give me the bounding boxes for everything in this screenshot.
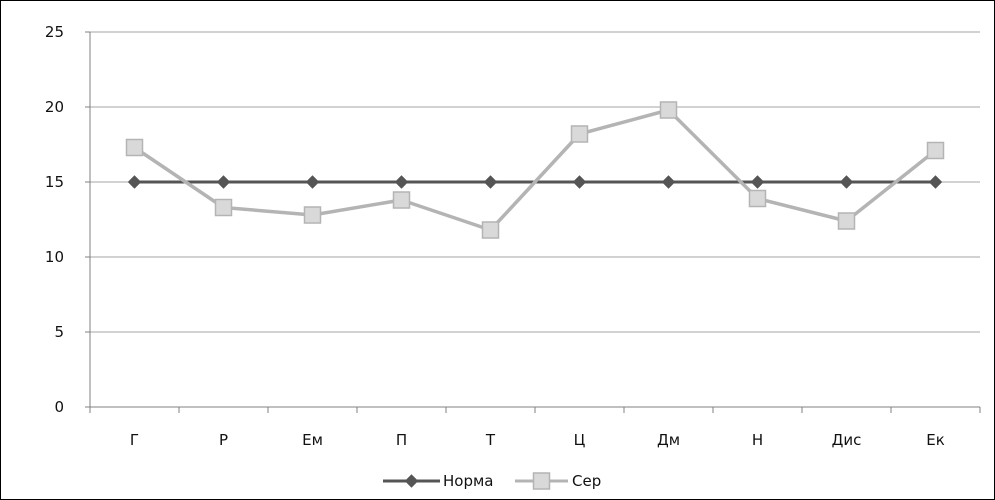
x-tick-label: Дм — [657, 431, 680, 449]
data-point — [305, 175, 320, 189]
data-point — [394, 175, 409, 189]
data-point — [303, 206, 322, 224]
data-point — [928, 175, 943, 189]
legend: Норма Сер — [383, 472, 601, 490]
data-point — [216, 175, 231, 189]
data-point — [572, 175, 587, 189]
data-point — [392, 191, 411, 209]
y-tick-label: 0 — [54, 398, 64, 416]
data-point — [214, 198, 233, 217]
data-point — [837, 212, 856, 230]
series-line — [133, 108, 937, 232]
x-tick-label: Н — [752, 431, 763, 449]
data-point — [661, 175, 676, 189]
x-tick-label: Т — [485, 431, 496, 449]
x-tick-label: Ем — [302, 431, 323, 449]
x-axis-tick-labels: Г Р Ем П Т Ц Дм Н Дис Ек — [130, 431, 945, 449]
legend-label: Норма — [443, 472, 494, 490]
y-axis-tick-labels: 0 5 10 15 20 25 — [45, 23, 64, 416]
legend-item-ser: Сер — [515, 472, 601, 490]
data-point — [125, 138, 144, 157]
x-tick-label: Р — [219, 431, 228, 449]
y-tick-label: 20 — [45, 98, 64, 116]
x-tick-label: Дис — [832, 431, 862, 449]
x-tick-label: Ек — [926, 431, 945, 449]
legend-marker — [532, 472, 551, 490]
data-point — [483, 175, 498, 189]
x-tick-label: Г — [130, 431, 139, 449]
x-tick-label: П — [396, 431, 407, 449]
y-tick-label: 25 — [45, 23, 64, 41]
x-tick-label: Ц — [574, 431, 586, 449]
data-point — [481, 221, 500, 239]
data-point — [839, 175, 854, 189]
y-tick-label: 10 — [45, 248, 64, 266]
legend-item-norma: Норма — [383, 472, 494, 490]
series-group — [125, 101, 945, 239]
series-ser — [125, 101, 945, 239]
data-point — [748, 189, 767, 208]
data-point — [750, 175, 765, 189]
data-point — [127, 175, 142, 189]
legend-label: Сер — [572, 472, 601, 490]
y-tick-label: 5 — [54, 323, 64, 341]
data-point — [570, 125, 589, 143]
legend-marker — [404, 474, 419, 488]
data-point — [659, 101, 678, 119]
data-point — [926, 141, 945, 160]
axes — [85, 31, 981, 413]
y-tick-label: 15 — [45, 173, 64, 191]
